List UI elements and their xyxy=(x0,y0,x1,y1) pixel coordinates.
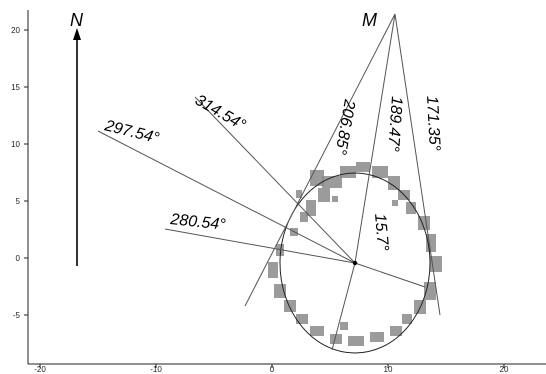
angle-label: 280.54° xyxy=(169,211,227,234)
tangent-lines xyxy=(244,13,441,316)
x-tick-label: 20 xyxy=(500,365,509,374)
arrow-up-icon xyxy=(73,28,81,40)
angle-label: 206.85° xyxy=(331,97,358,156)
y-tick-label: 0 xyxy=(16,254,21,263)
x-tick-label: -10 xyxy=(150,365,162,374)
angle-label: 15.7° xyxy=(371,213,391,252)
angle-label: 314.54° xyxy=(192,92,249,135)
angle-label: 171.35° xyxy=(423,95,443,152)
bearing-line xyxy=(331,262,356,351)
bearing-line xyxy=(354,262,426,288)
bearing-line xyxy=(394,13,441,316)
fitted-ellipse xyxy=(279,172,431,354)
bearing-line xyxy=(164,228,356,264)
bearing-rays xyxy=(97,96,426,351)
scatter-points xyxy=(268,162,442,346)
y-tick-label: 15 xyxy=(11,83,20,92)
point-m-label: M xyxy=(362,10,377,30)
angle-label: 297.54° xyxy=(102,117,161,147)
x-tick-label: 0 xyxy=(270,365,275,374)
bearing-line xyxy=(97,130,356,264)
north-label: N xyxy=(70,10,84,30)
y-tick-label: -5 xyxy=(13,311,21,320)
x-tick-label: 10 xyxy=(384,365,393,374)
axes-frame xyxy=(24,10,546,368)
centre-point xyxy=(352,260,358,266)
y-tick-label: 10 xyxy=(11,140,20,149)
north-arrow xyxy=(73,28,81,266)
y-tick-label: 5 xyxy=(16,197,21,206)
angle-label: 189.47° xyxy=(384,96,405,153)
x-tick-label: -20 xyxy=(34,365,46,374)
bearing-line xyxy=(244,13,396,307)
bearing-line xyxy=(194,96,356,264)
y-tick-label: 20 xyxy=(11,26,20,35)
bearing-line xyxy=(354,13,396,264)
